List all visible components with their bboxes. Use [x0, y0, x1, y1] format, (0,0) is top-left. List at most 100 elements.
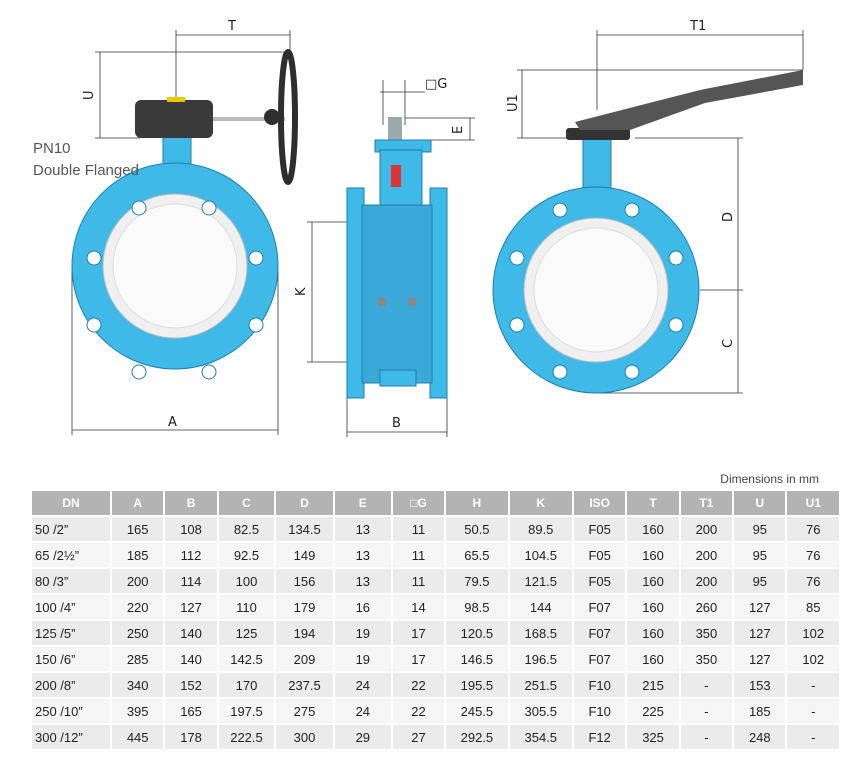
table-cell: 95 [734, 517, 786, 541]
table-cell: 127 [734, 595, 786, 619]
svg-text:B: B [392, 416, 401, 431]
table-cell: 350 [680, 647, 733, 671]
table-cell: 237.5 [276, 673, 333, 697]
table-cell: 95 [734, 569, 786, 593]
table-cell: 152 [165, 673, 217, 697]
table-cell: 248 [734, 725, 786, 749]
table-cell: - [787, 673, 839, 697]
table-row: 100 /4” 220 127 110 179 16 14 98.5 144 F07 160 260 1… [32, 595, 839, 619]
column-header: C [218, 491, 275, 515]
table-cell: 200 /8” [32, 673, 110, 697]
table-cell: 146.5 [446, 647, 508, 671]
table-cell: 197.5 [218, 699, 275, 723]
table-row: 80 /3” 200 114 100 156 13 11 79.5 121.5 F05 160 200… [32, 569, 839, 593]
table-cell: 100 [218, 569, 275, 593]
table-cell: 11 [392, 543, 445, 567]
table-row: 150 /6” 285 140 142.5 209 19 17 146.5 196.5 F07 16… [32, 647, 839, 671]
dimension-lines [71, 30, 804, 437]
column-header: K [509, 491, 572, 515]
table-header: DN A B C D E □G H K ISO T T1 U U1 [32, 491, 839, 515]
table-cell: 142.5 [218, 647, 275, 671]
table-cell: F05 [573, 569, 626, 593]
table-cell: 149 [276, 543, 333, 567]
pressure-rating: PN10 [33, 140, 71, 157]
table-cell: 24 [334, 699, 391, 723]
table-cell: - [680, 725, 733, 749]
table-cell: 76 [787, 517, 839, 541]
table-cell: 112 [165, 543, 217, 567]
table-cell: 160 [627, 595, 679, 619]
dimensions-table: DN A B C D E □G H K ISO T T1 U U1 50 /2” 165 108 82.5 134… [30, 489, 841, 751]
table-cell: 13 [334, 543, 391, 567]
table-cell: 120.5 [446, 621, 508, 645]
column-header: E [334, 491, 391, 515]
table-cell: 14 [392, 595, 445, 619]
table-row: 200 /8” 340 152 170 237.5 24 22 195.5 251.5 F10 21… [32, 673, 839, 697]
table-row: 65 /2½” 185 112 92.5 149 13 11 65.5 104.5 F05 160 2… [32, 543, 839, 567]
svg-text:T: T [227, 19, 236, 34]
table-cell: 65 /2½” [32, 543, 110, 567]
table-cell: 13 [334, 569, 391, 593]
table-cell: 50 /2” [32, 517, 110, 541]
table-cell: 215 [627, 673, 679, 697]
column-header: T [627, 491, 679, 515]
table-cell: 92.5 [218, 543, 275, 567]
table-cell: 160 [627, 621, 679, 645]
table-row: 125 /5” 250 140 125 194 19 17 120.5 168.5 F07 160 3… [32, 621, 839, 645]
table-cell: 245.5 [446, 699, 508, 723]
table-cell: 340 [111, 673, 164, 697]
table-cell: 80 /3” [32, 569, 110, 593]
table-cell: 196.5 [509, 647, 572, 671]
table-cell: 325 [627, 725, 679, 749]
table-cell: 300 [276, 725, 333, 749]
table-cell: 108 [165, 517, 217, 541]
table-cell: 29 [334, 725, 391, 749]
svg-text:A: A [168, 415, 177, 430]
table-cell: - [680, 673, 733, 697]
table-cell: 200 [680, 569, 733, 593]
table-cell: 127 [734, 647, 786, 671]
table-cell: 79.5 [446, 569, 508, 593]
table-cell: 22 [392, 673, 445, 697]
table-cell: 13 [334, 517, 391, 541]
column-header: A [111, 491, 164, 515]
table-cell: 165 [111, 517, 164, 541]
table-cell: 125 /5” [32, 621, 110, 645]
unit-note: Dimensions in mm [720, 472, 819, 486]
table-cell: 285 [111, 647, 164, 671]
svg-text:□G: □G [425, 77, 447, 92]
table-cell: 127 [734, 621, 786, 645]
table-cell: 160 [627, 517, 679, 541]
table-cell: 76 [787, 543, 839, 567]
table-cell: 125 [218, 621, 275, 645]
table-cell: 445 [111, 725, 164, 749]
table-cell: 178 [165, 725, 217, 749]
table-cell: 209 [276, 647, 333, 671]
table-cell: 160 [627, 647, 679, 671]
table-cell: 17 [392, 647, 445, 671]
front-view-gear-operated [71, 49, 298, 380]
table-cell: 19 [334, 647, 391, 671]
table-cell: 11 [392, 569, 445, 593]
column-header: □G [392, 491, 445, 515]
table-cell: 260 [680, 595, 733, 619]
table-cell: 160 [627, 543, 679, 567]
table-cell: 305.5 [509, 699, 572, 723]
table-cell: - [787, 699, 839, 723]
table-cell: 185 [111, 543, 164, 567]
table-cell: 95 [734, 543, 786, 567]
table-cell: 98.5 [446, 595, 508, 619]
valve-drawing: T U H A □G E K B T1 U1 D C [71, 19, 804, 437]
table-cell: 134.5 [276, 517, 333, 541]
table-cell: 194 [276, 621, 333, 645]
table-cell: 104.5 [509, 543, 572, 567]
table-row: 250 /10” 395 165 197.5 275 24 22 245.5 305.5 F10 2… [32, 699, 839, 723]
svg-text:U: U [82, 90, 97, 100]
svg-text:D: D [721, 212, 736, 222]
table-cell: 156 [276, 569, 333, 593]
table-cell: 300 /12” [32, 725, 110, 749]
table-cell: 354.5 [509, 725, 572, 749]
table-cell: 150 /6” [32, 647, 110, 671]
table-cell: 292.5 [446, 725, 508, 749]
table-cell: 153 [734, 673, 786, 697]
